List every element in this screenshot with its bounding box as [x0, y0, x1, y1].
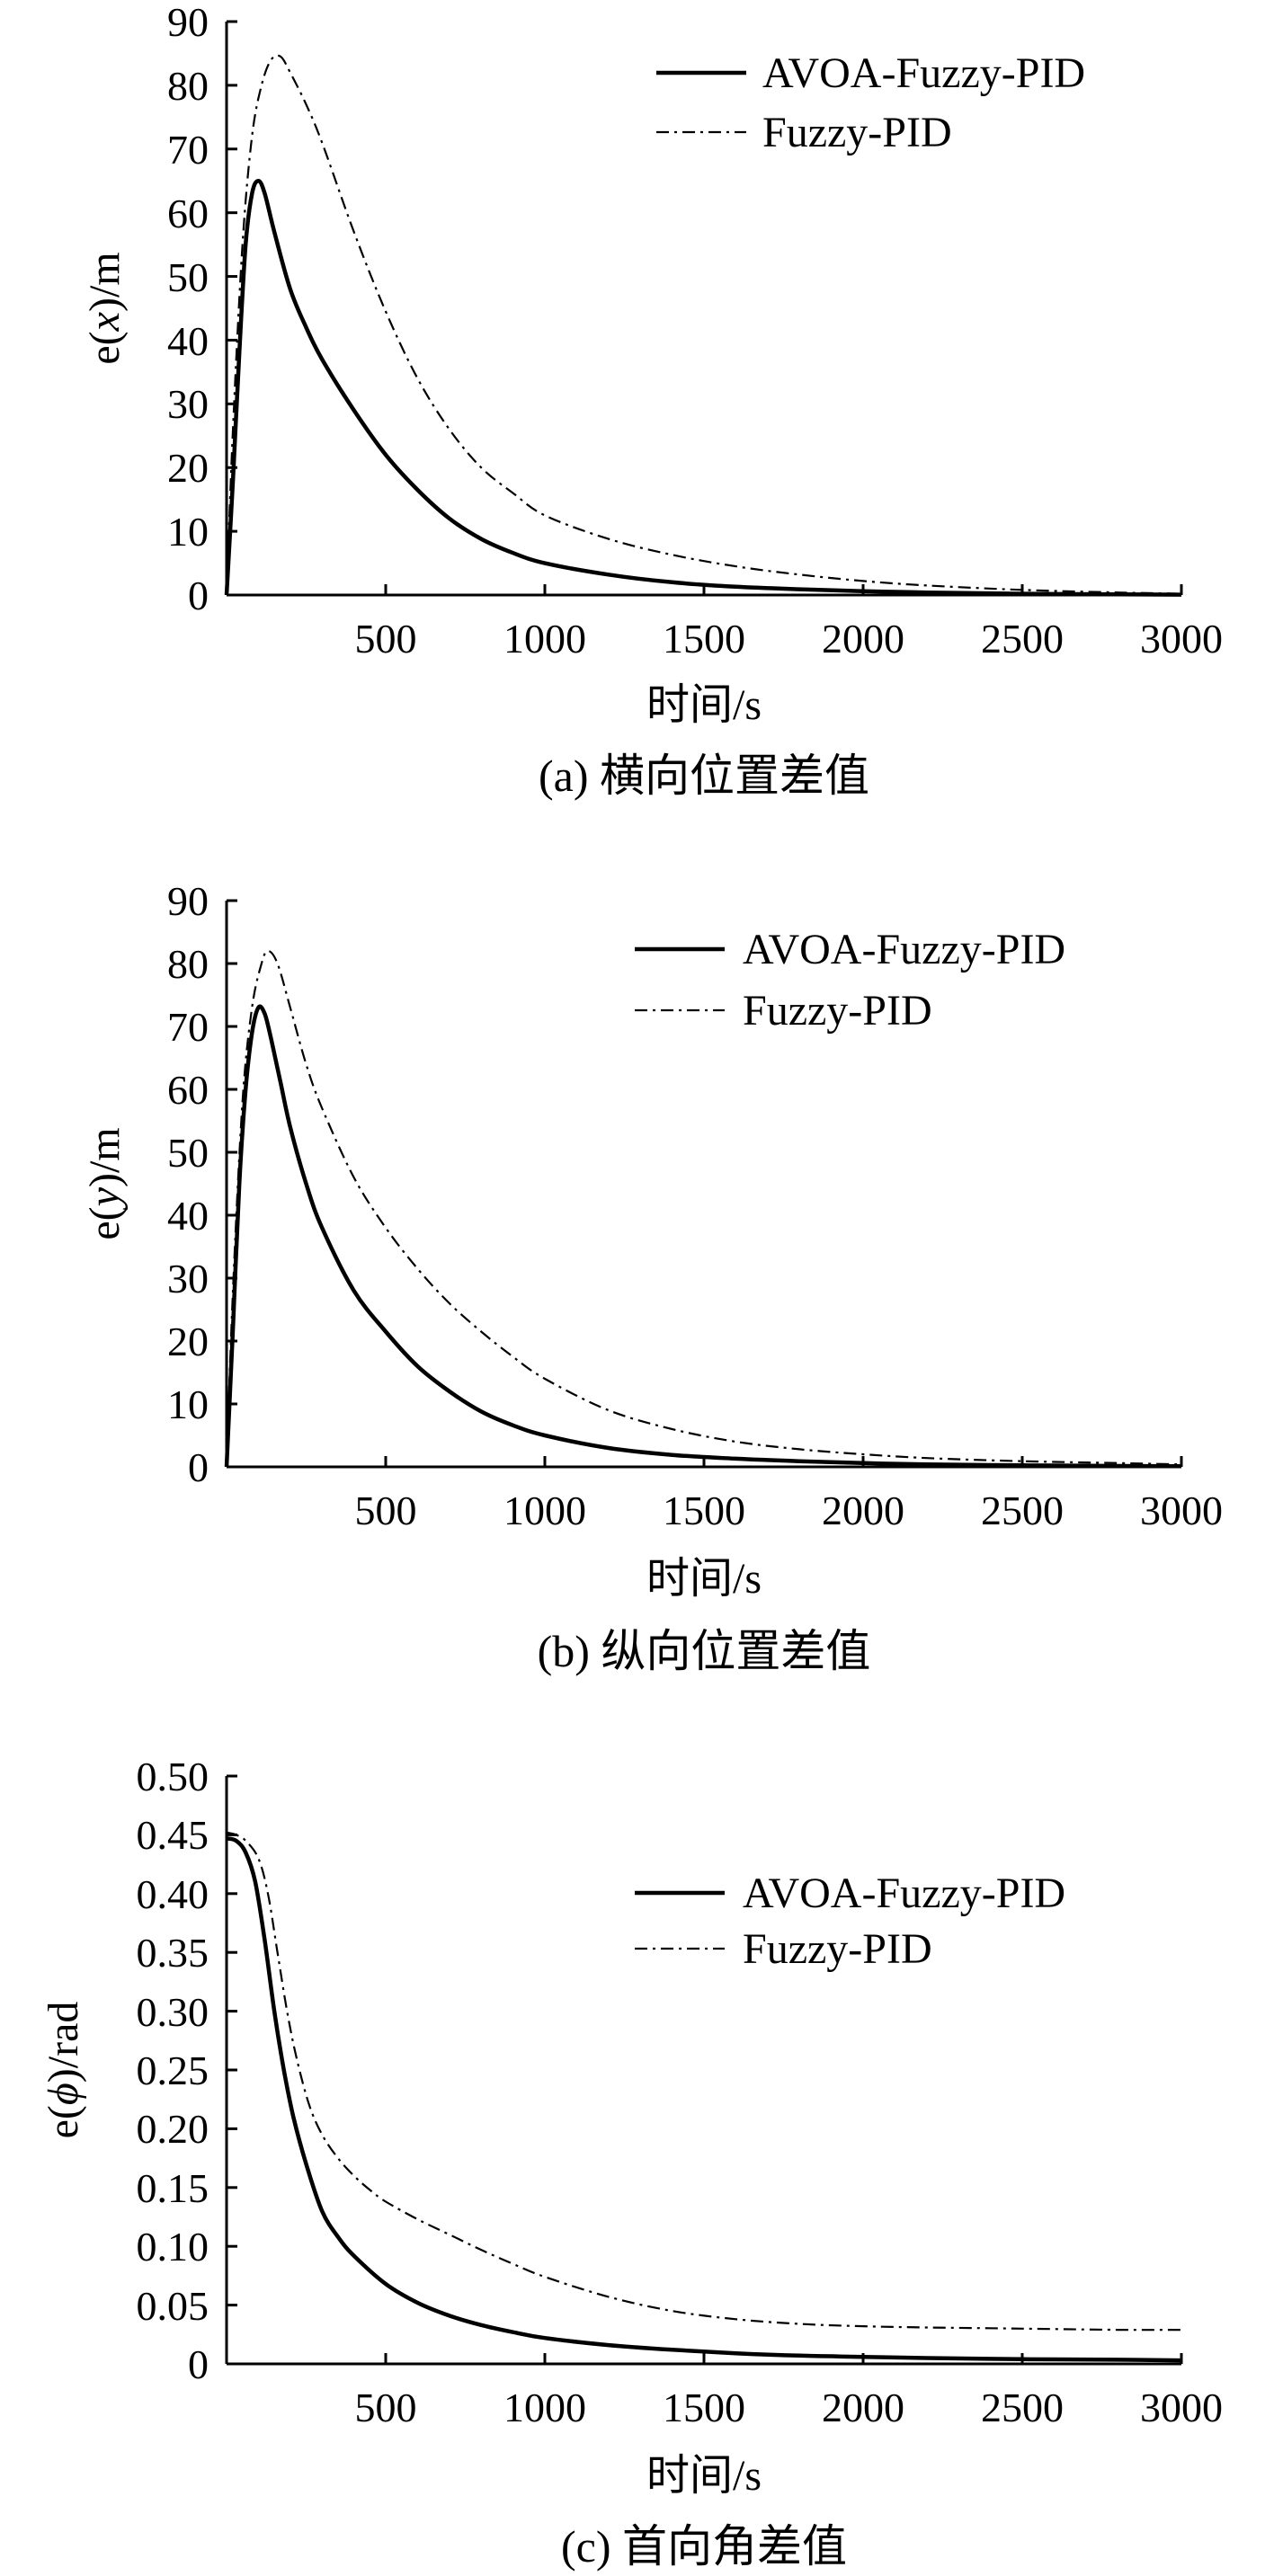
panel-b-xtick-label-3: 2000 — [822, 1488, 904, 1533]
panel-b-ylabel-prefix: e( — [81, 1206, 129, 1239]
panel-b-legend-label-fuzzy: Fuzzy-PID — [743, 987, 932, 1035]
panel-c-series-layer — [226, 1831, 1182, 2363]
panel-b-xtick-label-4: 2500 — [981, 1488, 1064, 1533]
panel-a-series-fuzzy-pid-line — [225, 54, 1182, 596]
panel-a-ytick-label-7: 70 — [167, 127, 209, 173]
panel-c-ytick-label-5: 0.25 — [137, 2047, 209, 2093]
panel-c-ytick-label-3: 0.15 — [137, 2165, 209, 2211]
panel-a-ytick-label-1: 10 — [167, 509, 209, 555]
panel-c-xtick-label-2: 1500 — [663, 2385, 745, 2430]
panel-c-ytick-label-10: 0.50 — [137, 1754, 209, 1799]
panel-c-series-avoa-fuzzy-pid-line — [226, 1836, 1182, 2363]
panel-a-ticks-layer — [227, 20, 1183, 597]
panel-c-ytick-label-9: 0.45 — [137, 1812, 209, 1858]
panel-c-ylabel-suffix: )/rad — [40, 2002, 87, 2083]
panel-c-xtick-label-3: 2000 — [822, 2385, 904, 2430]
panel-c-caption: (c) 首向角差值 — [561, 2521, 847, 2572]
panel-c: 0 0.05 0.10 0.15 0.20 0.25 0.30 0.35 0.4… — [40, 1754, 1223, 2572]
panel-c-ytick-label-6: 0.30 — [137, 1989, 209, 2035]
panel-a-ytick-label-9: 90 — [167, 0, 209, 45]
panel-a-ytick-label-5: 50 — [167, 254, 209, 300]
panel-b-series-layer — [224, 949, 1182, 1469]
panel-a-y-tick-labels: 0 10 20 30 40 50 60 70 80 90 — [167, 0, 209, 618]
panel-b-ytick-label-4: 40 — [167, 1193, 209, 1239]
panel-c-ylabel-prefix: e( — [40, 2105, 87, 2138]
panel-c-xtick-label-1: 1000 — [503, 2385, 586, 2430]
panel-a-ytick-label-0: 0 — [188, 573, 209, 618]
panel-a-ytick-label-8: 80 — [167, 63, 209, 109]
panel-c-ytick-label-4: 0.20 — [137, 2106, 209, 2152]
panel-c-ticks-layer — [227, 1774, 1183, 2366]
panel-b-legend-label-avoa: AVOA-Fuzzy-PID — [743, 926, 1065, 973]
panel-c-y-axis-title: e(ϕ)/rad — [40, 2002, 87, 2139]
panel-b-xtick-label-2: 1500 — [663, 1488, 745, 1533]
panel-a-x-axis-title: 时间/s — [646, 681, 762, 729]
panel-a-ytick-label-2: 20 — [167, 445, 209, 491]
panel-b-ytick-label-8: 80 — [167, 941, 209, 987]
panel-a-series-layer — [224, 54, 1182, 597]
panel-c-ylabel-var: ϕ — [40, 2083, 87, 2105]
panel-b-x-axis-title: 时间/s — [646, 1555, 762, 1603]
panel-c-series-fuzzy-pid-line — [226, 1831, 1182, 2332]
panel-b-ylabel-suffix: )/m — [81, 1127, 129, 1187]
panel-a-xtick-label-3: 2000 — [822, 616, 904, 662]
panel-b-xtick-label-5: 3000 — [1140, 1488, 1223, 1533]
panel-a-ytick-label-3: 30 — [167, 381, 209, 427]
panel-b-series-fuzzy-pid-line — [225, 949, 1182, 1468]
panel-a-legend-label-avoa: AVOA-Fuzzy-PID — [762, 49, 1085, 97]
panel-a-xtick-label-5: 3000 — [1140, 616, 1223, 662]
panel-c-legend-label-avoa: AVOA-Fuzzy-PID — [743, 1870, 1065, 1917]
panel-a-ylabel-var: x — [81, 312, 129, 332]
panel-b-caption: (b) 纵向位置差值 — [538, 1626, 871, 1676]
panel-a-series-avoa-fuzzy-pid-line — [224, 178, 1182, 597]
panel-c-xtick-label-0: 500 — [355, 2385, 417, 2430]
panel-b-xtick-label-0: 500 — [355, 1488, 417, 1533]
panel-c-y-tick-labels: 0 0.05 0.10 0.15 0.20 0.25 0.30 0.35 0.4… — [137, 1754, 209, 2387]
panel-c-ytick-label-7: 0.35 — [137, 1930, 209, 1976]
panel-a-ytick-label-6: 60 — [167, 191, 209, 236]
panel-b-x-tick-labels: 500 1000 1500 2000 2500 3000 — [355, 1488, 1224, 1533]
panel-b-y-tick-labels: 0 10 20 30 40 50 60 70 80 90 — [167, 878, 209, 1490]
panel-a-y-axis-title: e(x)/m — [81, 252, 129, 364]
panel-b-ytick-label-5: 50 — [167, 1130, 209, 1176]
panel-b-xtick-label-1: 1000 — [503, 1488, 586, 1533]
panel-b: 0 10 20 30 40 50 60 70 80 90 500 1000 15… — [81, 878, 1223, 1676]
panel-a-xtick-label-4: 2500 — [981, 616, 1064, 662]
panel-b-ytick-label-3: 30 — [167, 1256, 209, 1301]
panel-c-ytick-label-0: 0 — [188, 2341, 209, 2387]
panel-c-xtick-label-4: 2500 — [981, 2385, 1064, 2430]
panel-b-ytick-label-6: 60 — [167, 1067, 209, 1113]
panel-b-ytick-label-9: 90 — [167, 878, 209, 924]
panel-c-legend: AVOA-Fuzzy-PID Fuzzy-PID — [635, 1870, 1065, 1973]
panel-b-y-axis-title: e(y)/m — [81, 1127, 129, 1239]
panel-a-caption: (a) 横向位置差值 — [539, 751, 869, 801]
panel-a-legend-label-fuzzy: Fuzzy-PID — [762, 109, 952, 156]
panel-a-xtick-label-0: 500 — [355, 616, 417, 662]
panel-b-ylabel-var: y — [81, 1186, 129, 1211]
panel-b-series-avoa-fuzzy-pid-line — [224, 1004, 1182, 1469]
panel-b-ticks-layer — [227, 899, 1183, 1469]
panel-a-legend: AVOA-Fuzzy-PID Fuzzy-PID — [656, 49, 1085, 156]
panel-c-ytick-label-2: 0.10 — [137, 2224, 209, 2270]
panel-a-xtick-label-1: 1000 — [503, 616, 586, 662]
panel-a-ylabel-prefix: e( — [81, 331, 129, 364]
panel-c-x-tick-labels: 500 1000 1500 2000 2500 3000 — [355, 2385, 1224, 2430]
panel-c-x-axis-title: 时间/s — [646, 2452, 762, 2500]
panel-a-ylabel-suffix: )/m — [81, 252, 129, 312]
panel-b-ytick-label-2: 20 — [167, 1319, 209, 1364]
panel-c-legend-label-fuzzy: Fuzzy-PID — [743, 1925, 932, 1973]
panel-c-xtick-label-5: 3000 — [1140, 2385, 1223, 2430]
panel-c-ytick-label-8: 0.40 — [137, 1871, 209, 1917]
panel-a-x-tick-labels: 500 1000 1500 2000 2500 3000 — [355, 616, 1224, 662]
panel-a-ytick-label-4: 40 — [167, 318, 209, 364]
panel-b-ytick-label-7: 70 — [167, 1004, 209, 1050]
panel-b-ytick-label-0: 0 — [188, 1444, 209, 1490]
panel-b-ytick-label-1: 10 — [167, 1381, 209, 1427]
panel-b-legend: AVOA-Fuzzy-PID Fuzzy-PID — [635, 926, 1065, 1035]
panel-a-xtick-label-2: 1500 — [663, 616, 745, 662]
panel-c-ytick-label-1: 0.05 — [137, 2283, 209, 2329]
panel-a: 0 10 20 30 40 50 60 70 80 90 500 1000 15… — [81, 0, 1223, 801]
